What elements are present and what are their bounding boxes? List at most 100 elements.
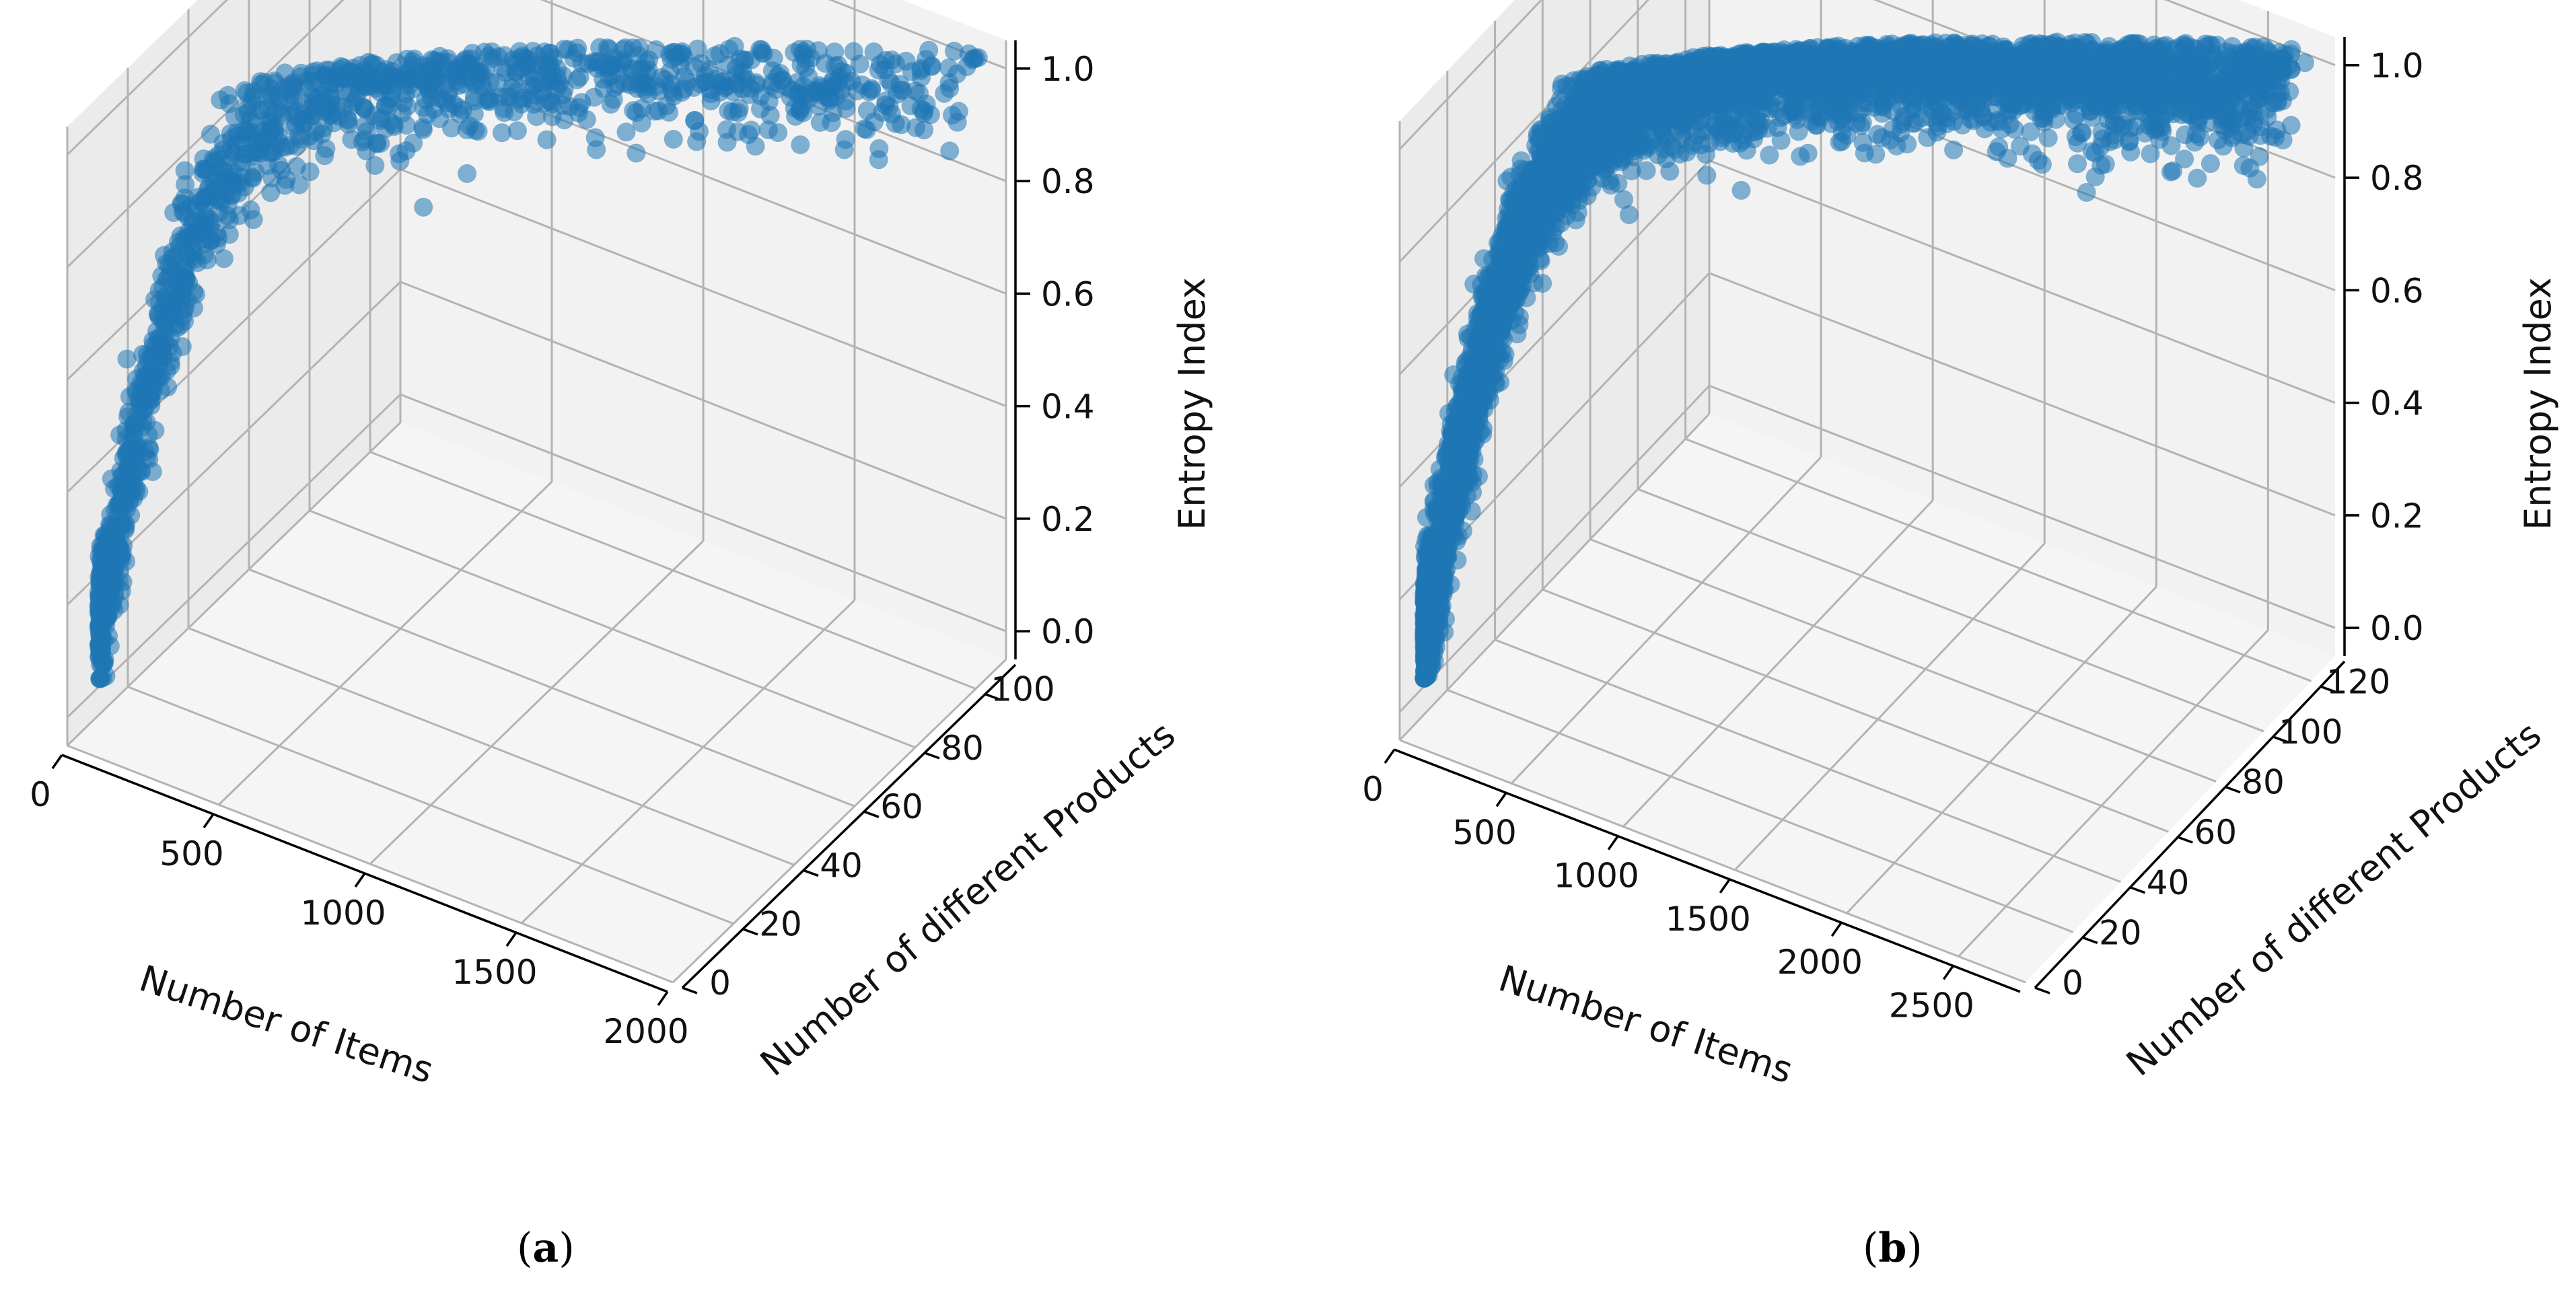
gridline-x bbox=[672, 658, 1007, 984]
x-tick-label: 1000 bbox=[300, 894, 386, 933]
gridline-z bbox=[1398, 0, 2336, 150]
scatter-point bbox=[1670, 145, 1690, 164]
scatter-point bbox=[102, 469, 121, 489]
scatter-point bbox=[2120, 131, 2139, 151]
scatter-point bbox=[497, 87, 516, 106]
scatter-point bbox=[1667, 107, 1686, 126]
x-tick bbox=[657, 990, 669, 1007]
scatter-point bbox=[717, 120, 736, 139]
x-tick bbox=[354, 872, 366, 888]
scatter-point bbox=[262, 168, 282, 188]
scatter-point bbox=[584, 87, 604, 107]
scatter-point bbox=[460, 116, 479, 135]
scatter-point bbox=[145, 290, 165, 310]
scatter-point bbox=[175, 161, 194, 180]
scatter-point bbox=[2175, 149, 2194, 169]
scatter-point bbox=[2005, 120, 2024, 139]
scatter-point bbox=[1528, 141, 1548, 161]
scatter-point bbox=[688, 39, 707, 59]
gridline-y bbox=[248, 568, 855, 807]
scatter-point bbox=[479, 90, 499, 110]
scatter-point bbox=[2096, 154, 2115, 174]
scatter-point bbox=[193, 164, 213, 183]
scatter-point bbox=[2149, 130, 2169, 149]
scatter-point bbox=[836, 130, 855, 149]
y-tick bbox=[863, 810, 880, 818]
scatter-point bbox=[723, 82, 743, 102]
scatter-point bbox=[2135, 123, 2155, 143]
scatter-point bbox=[758, 120, 778, 139]
scatter-point bbox=[740, 85, 760, 104]
scatter-point bbox=[553, 85, 573, 104]
scatter-point bbox=[1789, 122, 1808, 141]
scatter-point bbox=[365, 156, 385, 175]
scatter-point bbox=[536, 93, 555, 112]
scatter-point bbox=[2188, 168, 2207, 188]
scatter-point bbox=[507, 121, 527, 141]
scatter-point bbox=[793, 103, 813, 122]
scatter-point bbox=[1619, 205, 1639, 225]
scatter-point bbox=[527, 107, 546, 126]
scatter-point bbox=[1944, 140, 1964, 159]
scatter-point bbox=[1667, 121, 1686, 141]
scatter-point bbox=[89, 617, 108, 637]
scatter-point bbox=[169, 232, 188, 252]
scatter-point bbox=[133, 345, 153, 364]
scatter-point bbox=[455, 75, 474, 94]
scatter-point bbox=[1988, 77, 2007, 96]
scatter-point bbox=[211, 90, 230, 110]
chart-a-points bbox=[89, 36, 988, 688]
scatter-point bbox=[2141, 144, 2160, 164]
scatter-point bbox=[416, 75, 435, 94]
scatter-point bbox=[492, 123, 511, 143]
scatter-point bbox=[89, 635, 108, 655]
scatter-point bbox=[869, 139, 889, 158]
gridline-z bbox=[1398, 384, 2336, 713]
scatter-point bbox=[118, 407, 137, 427]
gridline-x bbox=[217, 480, 553, 806]
gridline-y bbox=[309, 509, 916, 749]
scatter-point bbox=[1651, 133, 1671, 153]
y-tick-label: 40 bbox=[820, 846, 863, 885]
scatter-point bbox=[590, 38, 610, 57]
scatter-point bbox=[601, 95, 620, 114]
scatter-point bbox=[1947, 75, 1967, 94]
scatter-point bbox=[940, 79, 960, 98]
scatter-point bbox=[661, 79, 681, 99]
gridline-y bbox=[127, 686, 734, 925]
x-tick-label: 2000 bbox=[603, 1012, 688, 1051]
scatter-point bbox=[616, 122, 636, 142]
scatter-point bbox=[820, 91, 839, 110]
scatter-point bbox=[701, 84, 721, 104]
scatter-point bbox=[585, 128, 605, 147]
scatter-point bbox=[627, 143, 646, 163]
z-tick-label: 0.4 bbox=[1041, 388, 1095, 427]
y-tick bbox=[803, 869, 819, 877]
scatter-point bbox=[164, 203, 184, 222]
scatter-point bbox=[194, 149, 213, 169]
scatter-point bbox=[356, 116, 375, 135]
gridline-z bbox=[66, 0, 1007, 155]
scatter-point bbox=[2196, 94, 2215, 113]
scatter-point bbox=[2139, 89, 2159, 108]
scatter-point bbox=[404, 133, 423, 153]
scatter-point bbox=[430, 109, 449, 129]
scatter-point bbox=[315, 146, 334, 166]
scatter-point bbox=[1699, 133, 1719, 153]
y-tick-label: 80 bbox=[941, 729, 984, 768]
scatter-point bbox=[2038, 129, 2058, 147]
gridline-y bbox=[1399, 739, 2026, 984]
y-tick-label: 100 bbox=[991, 670, 1054, 709]
gridline-y bbox=[67, 744, 674, 984]
scatter-point bbox=[1868, 124, 1887, 144]
scatter-point bbox=[384, 114, 403, 134]
scatter-point bbox=[719, 101, 738, 120]
scatter-point bbox=[201, 124, 220, 144]
gridline-x bbox=[1398, 412, 1711, 742]
scatter-point bbox=[2176, 125, 2195, 145]
z-tick-label: 0.2 bbox=[1041, 500, 1095, 539]
scatter-point bbox=[781, 87, 800, 107]
y-tick-label: 60 bbox=[880, 787, 923, 826]
scatter-point bbox=[214, 249, 234, 268]
